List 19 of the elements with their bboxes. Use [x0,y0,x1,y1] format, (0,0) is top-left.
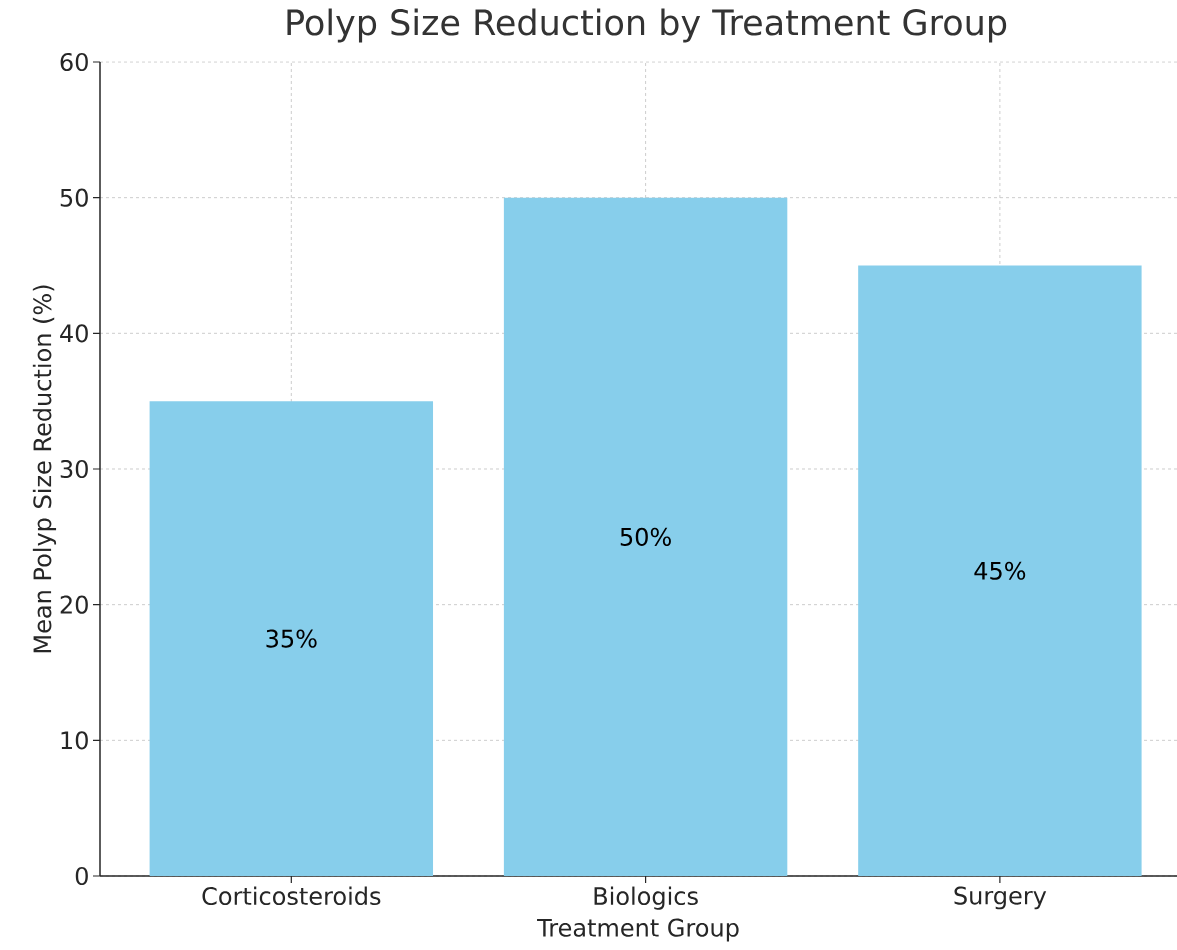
x-tick-label: Corticosteroids [202,886,381,906]
chart-title: Polyp Size Reduction by Treatment Group [287,8,1007,43]
data-label: 45% [974,561,1026,580]
x-tick-label: Surgery [954,886,1047,910]
data-label: 50% [620,527,671,546]
bar [503,197,788,876]
bar [149,401,434,876]
y-tick-label: 0 [75,866,88,886]
x-axis-title: Treatment Group [537,918,739,942]
y-tick-label: 60 [60,52,88,72]
y-tick-label: 10 [61,731,88,750]
data-label: 35% [266,629,317,648]
y-axis-title: Mean Polyp Size Reduction (%) [32,285,57,653]
y-tick-label: 40 [60,324,88,343]
bar [858,265,1142,876]
y-tick-label: 20 [60,595,88,614]
y-tick-label: 50 [60,188,88,207]
y-tick-label: 30 [60,459,88,479]
x-tick-label: Biologics [594,886,698,910]
